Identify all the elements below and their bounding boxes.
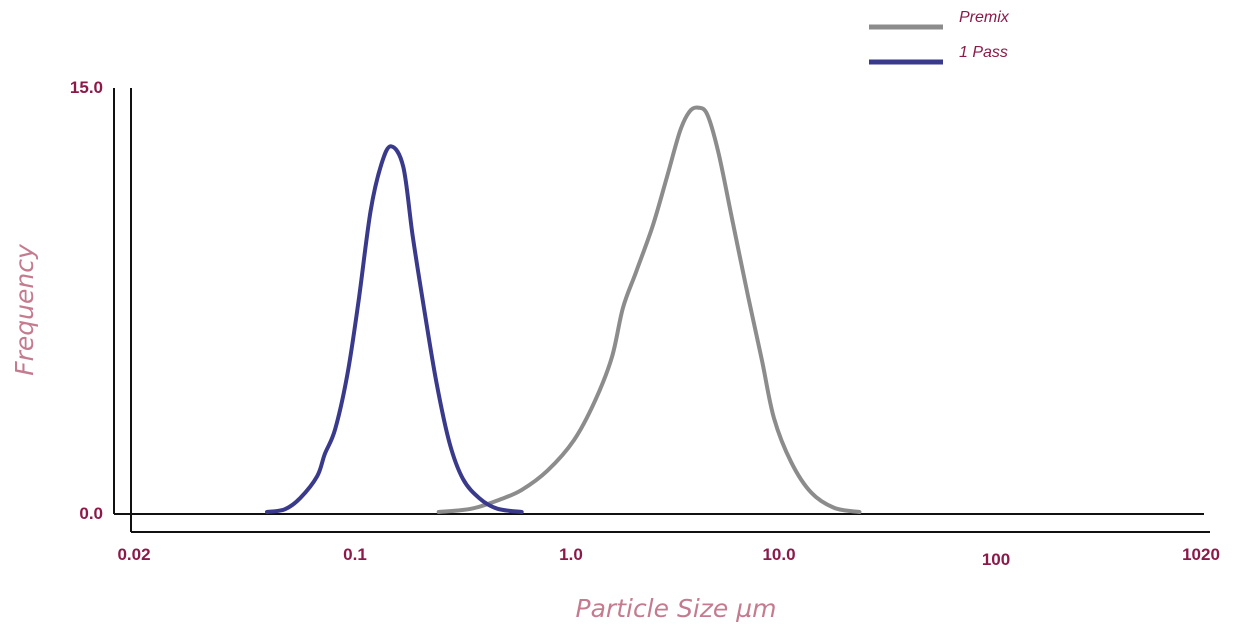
y-tick-label: 15.0	[70, 78, 103, 97]
legend-label: Premix	[959, 9, 1010, 26]
y-tick-label: 0.0	[79, 504, 103, 523]
legend: Premix 1 Pass	[869, 9, 1010, 65]
series-lines	[264, 105, 862, 514]
series-line-1-pass	[264, 144, 524, 514]
y-tick-labels: 0.0 15.0	[70, 78, 103, 523]
x-tick-label: 100	[982, 550, 1010, 569]
x-tick-label: 0.02	[117, 545, 150, 564]
series-line-premix	[436, 105, 862, 514]
x-axis-title: Particle Size µm	[576, 594, 777, 623]
x-tick-label: 10.0	[762, 545, 795, 564]
y-axis-title: Frequency	[10, 243, 39, 376]
x-tick-label: 1.0	[559, 545, 583, 564]
legend-label: 1 Pass	[959, 44, 1008, 61]
x-tick-label: 0.1	[343, 545, 367, 564]
x-tick-labels: 0.02 0.1 1.0 10.0 100 1020	[117, 545, 1219, 569]
x-tick-label: 1020	[1182, 545, 1220, 564]
